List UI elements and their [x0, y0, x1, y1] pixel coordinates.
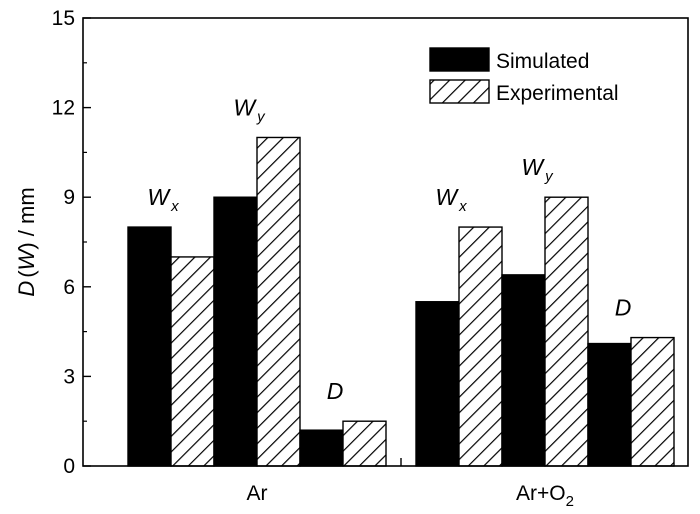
bar-simulated-aro-wy [501, 274, 546, 467]
legend-swatch-experimental [429, 79, 490, 104]
annotation-sub: y [544, 168, 554, 185]
bar-simulated-aro-d [587, 342, 632, 467]
legend-item-simulated: Simulated [429, 47, 589, 73]
bars-layer [127, 136, 675, 467]
bar-simulated-aro-wx [415, 301, 460, 467]
legend-item-experimental: Experimental [429, 79, 619, 105]
y-axis-label: D (W) / mm [14, 187, 39, 296]
x-category-label-main: Ar [247, 482, 268, 505]
y-tick-label-12: 12 [52, 97, 75, 120]
annotation-main: W [147, 184, 171, 210]
bar-experimental-ar-wx [170, 256, 215, 467]
bar-experimental-ar-wy [256, 136, 301, 467]
x-category-label-ar: Ar [247, 482, 268, 505]
legend-label-experimental: Experimental [496, 82, 619, 105]
annotation-sub: x [170, 198, 179, 215]
bar-simulated-ar-wx [127, 226, 172, 467]
annotation-sub: x [458, 198, 467, 215]
y-axis-label-suffix: ) / mm [14, 187, 39, 249]
legend: Simulated Experimental [429, 47, 619, 105]
y-axis: 0 3 6 9 12 15 [52, 7, 91, 478]
annotation-main: D [615, 295, 632, 321]
y-tick-label-9: 9 [63, 186, 75, 209]
x-category-label-aro: Ar+O2 [516, 482, 574, 510]
bar-experimental-aro-wx [458, 226, 503, 467]
x-category-label-sub: 2 [566, 493, 574, 510]
x-axis: Ar Ar+O2 [247, 458, 574, 510]
bar-experimental-aro-d [630, 336, 675, 467]
y-tick-label-15: 15 [52, 7, 75, 30]
annotation-d: D [327, 378, 344, 404]
annotation-d: D [615, 295, 632, 321]
annotation-main: W [435, 184, 459, 210]
annotation-main: W [233, 94, 257, 120]
legend-label-simulated: Simulated [496, 50, 589, 73]
y-tick-label-0: 0 [63, 455, 75, 478]
y-axis-label-paren: ( [14, 270, 39, 278]
annotation-main: W [521, 154, 545, 180]
y-tick-label-6: 6 [63, 276, 75, 299]
y-tick-label-3: 3 [63, 365, 75, 388]
bar-experimental-ar-d [342, 420, 387, 467]
y-axis-label-prefix: D [14, 281, 39, 297]
bar-experimental-aro-wy [544, 196, 589, 467]
y-axis-label-var: W [14, 247, 39, 270]
annotation-main: D [327, 378, 344, 404]
x-category-label-main: Ar+O [516, 482, 566, 505]
bar-simulated-ar-d [299, 429, 344, 467]
legend-swatch-simulated [429, 47, 490, 72]
bar-simulated-ar-wy [213, 196, 258, 467]
annotation-sub: y [256, 108, 266, 125]
